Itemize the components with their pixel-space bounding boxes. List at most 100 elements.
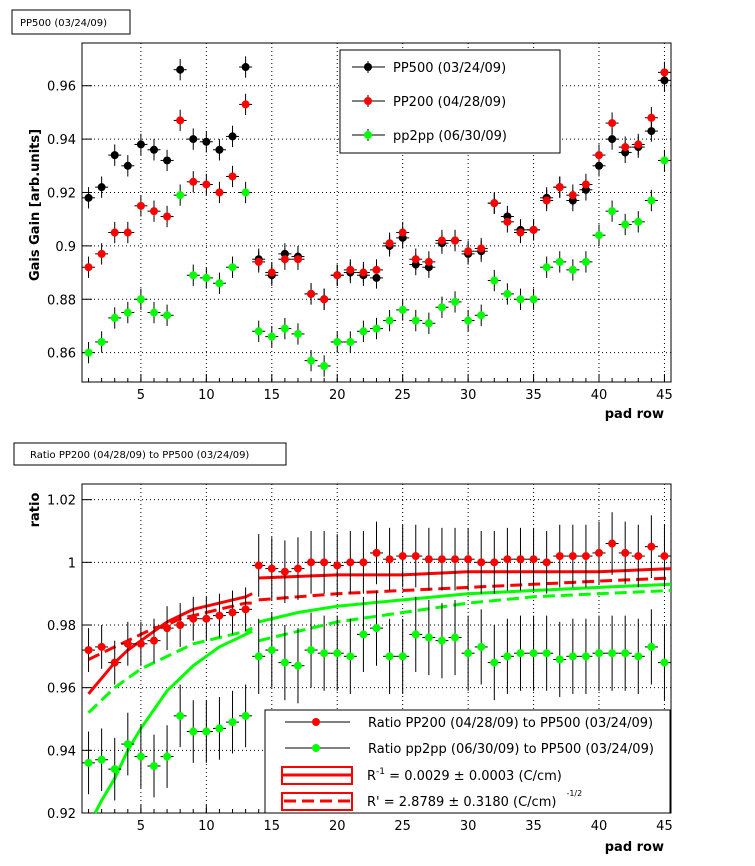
data-point [542,196,551,205]
data-point [555,655,564,664]
data-point [451,555,460,564]
top-x-tick-label: 45 [656,388,673,403]
data-point [346,337,355,346]
data-point [163,212,172,221]
data-point [241,188,250,197]
data-point [568,652,577,661]
top-y-axis-label: Gais Gain [arb.units] [28,129,43,281]
data-point [634,140,643,149]
data-point [464,649,473,658]
data-point [437,555,446,564]
data-point [464,316,473,325]
data-point [608,207,617,216]
data-point [542,649,551,658]
data-point [267,564,276,573]
bottom-x-tick-label: 45 [656,819,673,834]
data-point [149,636,158,645]
bottom-x-tick-label: 30 [460,819,477,834]
data-point [359,327,368,336]
top-data-marks [82,56,671,377]
data-point [280,255,289,264]
data-point [424,555,433,564]
legend-fit-rprime: R' = 2.8789 ± 0.3180 (C/cm) [367,795,556,810]
data-point [123,308,132,317]
data-point [254,257,263,266]
top-x-tick-label: 35 [525,388,542,403]
data-point [621,220,630,229]
data-point [608,119,617,128]
data-point [477,244,486,253]
data-point [568,265,577,274]
bottom-x-tick-label: 5 [137,819,145,834]
data-point [215,145,224,154]
data-point [123,740,132,749]
legend-fit-r-sup: -1 [376,767,385,777]
data-point [451,633,460,642]
data-point [346,558,355,567]
data-point [660,552,669,561]
data-point [333,271,342,280]
data-point [346,265,355,274]
data-point [149,308,158,317]
data-point [110,228,119,237]
data-point [241,100,250,109]
data-point [228,718,237,727]
legend-fit-label: R-1 = 0.0029 ± 0.0003 (C/cm) [367,767,562,784]
top-axis-ticks: 5 10 15 20 25 30 35 40 45 0.86 0.88 0.9 0.92 0.94 0.96 [47,80,673,403]
legend-marker [312,718,320,726]
data-point [608,649,617,658]
data-point [477,311,486,320]
data-point [542,263,551,272]
data-point [163,311,172,320]
data-point [267,332,276,341]
data-point [228,263,237,272]
data-point [424,257,433,266]
bottom-y-tick-label: 0.98 [47,619,76,634]
data-point [97,755,106,764]
data-point [202,614,211,623]
data-point [398,305,407,314]
data-point [110,313,119,322]
legend-label: PP500 (03/24/09) [393,61,506,76]
legend-label: PP200 (04/28/09) [393,95,506,110]
data-point [176,711,185,720]
data-point [411,316,420,325]
data-point [346,652,355,661]
data-point [202,137,211,146]
bottom-x-tick-label: 40 [591,819,608,834]
data-point [136,295,145,304]
data-point [477,558,486,567]
data-point [149,145,158,154]
data-point [241,711,250,720]
data-point [595,231,604,240]
data-point [176,65,185,74]
fit-curve [258,589,672,643]
data-point [568,191,577,200]
data-point [437,636,446,645]
data-point [320,295,329,304]
data-point [176,621,185,629]
data-point [333,337,342,346]
bottom-panel: Ratio PP200 (04/28/09) to PP500 (03/24/0… [13,442,673,855]
data-point [293,329,302,338]
data-point [581,552,590,561]
bottom-y-tick-label: 1.02 [47,494,76,509]
data-point [215,279,224,288]
data-point [621,143,630,152]
bottom-data-marks [82,512,671,801]
data-point [660,156,669,165]
data-point [516,228,525,237]
data-point [411,255,420,264]
top-x-tick-label: 15 [264,388,281,403]
data-point [581,257,590,266]
data-point [254,561,263,570]
data-point [176,116,185,125]
data-point [228,172,237,181]
data-point [503,652,512,661]
fit-curve [93,629,253,814]
bottom-x-tick-label: 25 [394,819,411,834]
top-y-tick-label: 0.96 [47,80,76,95]
legend-marker [364,97,372,105]
data-point [320,649,329,658]
data-point [84,263,93,272]
